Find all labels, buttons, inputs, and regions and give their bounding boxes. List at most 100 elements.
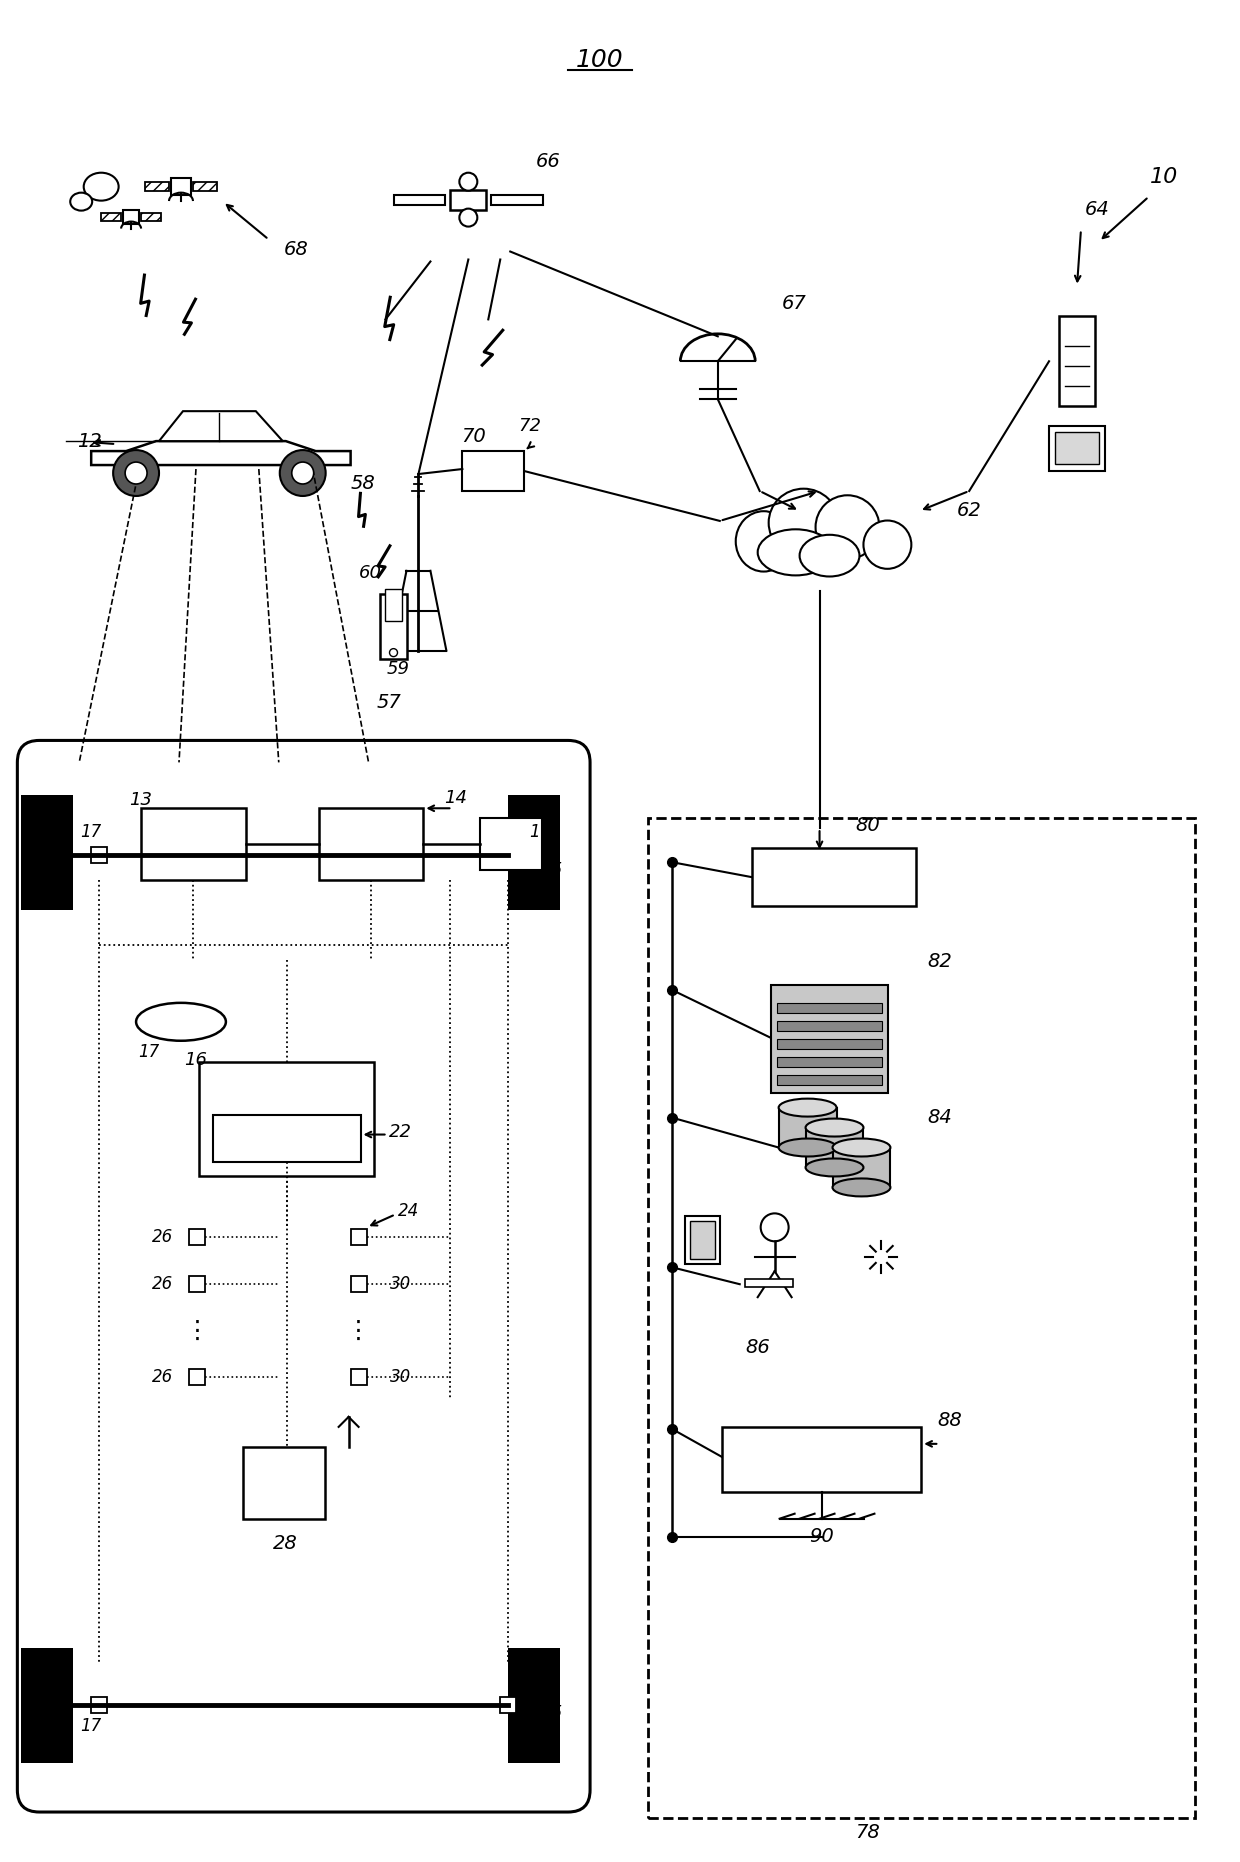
Bar (751, 849, 916, 907)
Text: 62: 62 (957, 501, 982, 521)
Bar (145, 182, 169, 192)
Text: 59: 59 (387, 659, 410, 678)
Text: 80: 80 (856, 816, 880, 834)
Text: 10: 10 (1149, 168, 1178, 186)
Text: 72: 72 (518, 417, 542, 436)
Bar (351, 1229, 367, 1246)
Bar (351, 1275, 367, 1292)
Bar (351, 1369, 367, 1385)
Ellipse shape (779, 1138, 837, 1156)
Bar (1049, 426, 1105, 471)
Ellipse shape (863, 521, 911, 568)
Polygon shape (92, 441, 351, 466)
Ellipse shape (779, 1099, 837, 1117)
Bar (21, 1648, 73, 1763)
Text: 88: 88 (937, 1411, 962, 1430)
Text: 15: 15 (52, 860, 74, 879)
Bar (198, 1061, 373, 1177)
Bar (500, 1698, 516, 1713)
Text: 26: 26 (153, 1369, 174, 1385)
Text: 64: 64 (1085, 199, 1110, 220)
Bar (92, 1698, 107, 1713)
Bar (508, 1648, 560, 1763)
Text: 100: 100 (577, 48, 624, 73)
Ellipse shape (758, 529, 833, 575)
Ellipse shape (136, 1004, 226, 1041)
Bar (684, 1216, 719, 1264)
Text: 17: 17 (81, 1717, 102, 1735)
Text: 14: 14 (444, 789, 467, 808)
Bar (649, 817, 1194, 1817)
Circle shape (113, 451, 159, 495)
Circle shape (125, 462, 148, 484)
Bar (491, 196, 543, 205)
Bar (141, 808, 246, 881)
Text: 26: 26 (153, 1229, 174, 1246)
Bar (1055, 432, 1099, 464)
Bar (722, 1426, 921, 1491)
Text: ⋮: ⋮ (185, 1318, 210, 1343)
Bar (384, 588, 403, 620)
Text: 67: 67 (782, 294, 807, 313)
Text: 68: 68 (284, 240, 308, 259)
Bar (379, 594, 408, 659)
Bar (689, 1221, 714, 1259)
Ellipse shape (806, 1158, 863, 1177)
Bar (832, 1147, 890, 1188)
Text: 16: 16 (185, 1050, 207, 1069)
Ellipse shape (769, 488, 838, 557)
Bar (141, 212, 161, 220)
Text: 60: 60 (360, 564, 382, 581)
Text: 17: 17 (81, 823, 102, 842)
Bar (806, 1128, 863, 1167)
Ellipse shape (71, 192, 92, 210)
Polygon shape (159, 412, 283, 441)
Bar (776, 1058, 883, 1067)
Bar (171, 179, 191, 196)
Text: 66: 66 (536, 153, 560, 171)
Text: 58: 58 (350, 473, 374, 493)
Text: 12: 12 (77, 432, 102, 451)
Text: 17: 17 (529, 1717, 551, 1735)
Text: 30: 30 (389, 1369, 412, 1385)
Text: ⋮: ⋮ (346, 1318, 371, 1343)
Text: 28: 28 (273, 1534, 298, 1553)
Bar (188, 1229, 205, 1246)
Bar (745, 1279, 792, 1287)
Bar (508, 795, 560, 911)
Circle shape (760, 1214, 789, 1242)
Bar (1059, 317, 1095, 406)
Text: 30: 30 (389, 1275, 412, 1294)
Bar (21, 795, 73, 911)
Text: 57: 57 (376, 693, 401, 711)
Text: 78: 78 (856, 1823, 880, 1843)
Bar (450, 190, 486, 210)
Text: 90: 90 (810, 1527, 835, 1545)
Ellipse shape (816, 495, 879, 559)
Ellipse shape (84, 173, 119, 201)
Circle shape (459, 173, 477, 190)
Bar (393, 196, 445, 205)
Ellipse shape (806, 1119, 863, 1136)
Ellipse shape (800, 534, 859, 577)
Text: 82: 82 (928, 953, 951, 972)
Text: 86: 86 (745, 1337, 770, 1357)
Text: 84: 84 (928, 1108, 951, 1127)
Bar (776, 1004, 883, 1013)
Text: 17: 17 (139, 1043, 160, 1061)
Bar (480, 817, 542, 870)
Bar (188, 1369, 205, 1385)
FancyBboxPatch shape (17, 741, 590, 1812)
Bar (193, 182, 217, 192)
Bar (776, 1074, 883, 1086)
Bar (123, 210, 139, 223)
Bar (771, 985, 888, 1093)
Bar (463, 451, 525, 492)
Text: 17: 17 (529, 823, 551, 842)
Bar (92, 847, 107, 864)
Bar (102, 212, 122, 220)
Bar (500, 847, 516, 864)
Bar (319, 808, 423, 881)
Text: 13: 13 (129, 791, 153, 810)
Bar (243, 1447, 325, 1519)
